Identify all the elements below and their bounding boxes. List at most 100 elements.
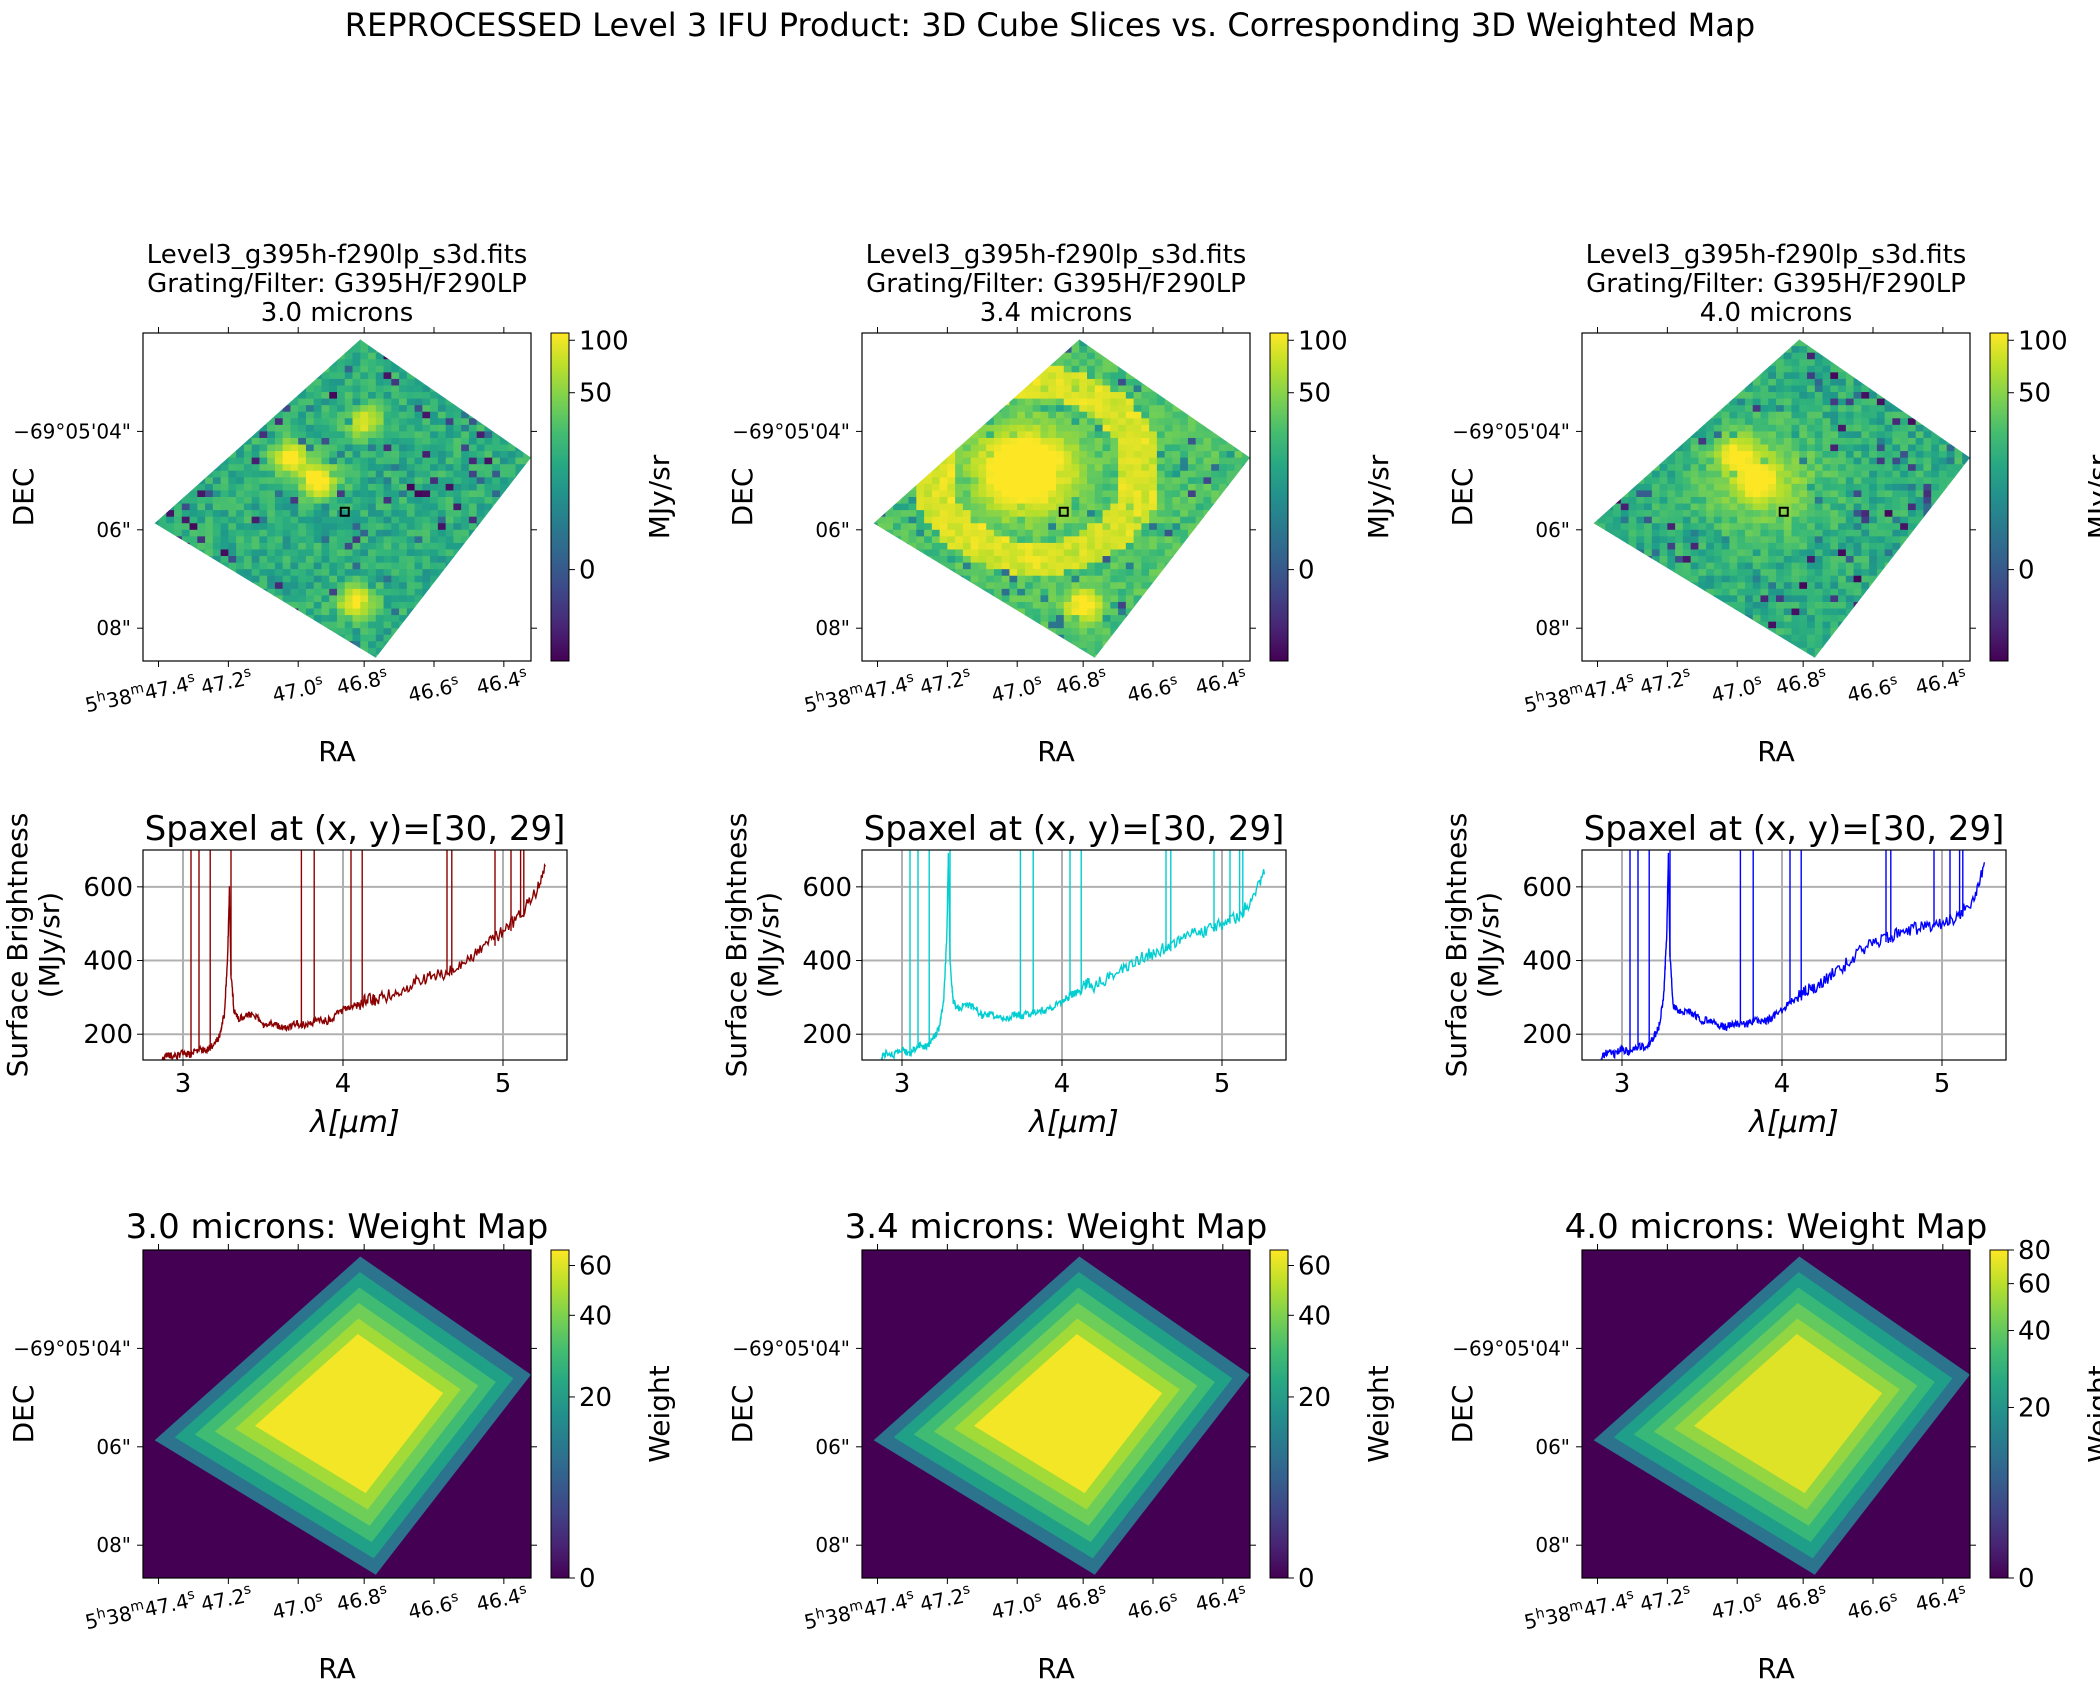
cube-pixel	[399, 529, 408, 537]
cube-pixel	[181, 431, 191, 439]
cube-pixel	[422, 398, 431, 406]
cube-pixel	[515, 346, 524, 354]
cube-pixel	[893, 359, 902, 367]
cube-pixel	[445, 497, 454, 505]
cube-pixel	[143, 458, 151, 465]
cube-pixel	[993, 444, 1003, 452]
cube-pixel	[1063, 529, 1073, 537]
cube-pixel	[1141, 647, 1150, 655]
cube-pixel	[1063, 418, 1073, 426]
cube-pixel	[962, 464, 972, 472]
cube-pixel	[1017, 451, 1026, 459]
cube-pixel	[422, 464, 431, 472]
cube-pixel	[1048, 562, 1057, 570]
cube-pixel	[947, 392, 956, 400]
cube-pixel	[143, 353, 151, 360]
cube-pixel	[1133, 339, 1142, 341]
cube-pixel	[143, 399, 151, 406]
cube-pixel	[1102, 378, 1111, 386]
cube-pixel	[422, 392, 431, 400]
cube-pixel	[492, 549, 501, 557]
cube-pixel	[274, 431, 284, 439]
cube-pixel	[993, 601, 1003, 610]
cube-pixel	[368, 457, 377, 465]
cube-pixel	[445, 582, 454, 590]
cube-pixel	[461, 556, 470, 564]
cube-pixel	[1172, 378, 1181, 386]
cube-pixel	[259, 497, 268, 505]
cube-pixel	[406, 339, 416, 341]
cube-pixel	[523, 647, 531, 655]
cube-pixel	[267, 437, 276, 446]
cube-pixel	[259, 628, 268, 636]
cube-pixel	[862, 353, 870, 360]
cube-pixel	[1164, 608, 1173, 616]
cube-pixel	[189, 628, 198, 636]
cube-pixel	[1218, 529, 1228, 537]
cube-pixel	[399, 418, 408, 426]
cube-pixel	[1242, 536, 1250, 544]
cube-pixel	[1149, 634, 1158, 642]
cube-pixel	[1195, 542, 1204, 550]
cube-pixel	[189, 562, 198, 570]
cube-pixel	[1009, 582, 1018, 590]
cube-pixel	[1079, 378, 1088, 386]
cube-pixel	[1218, 615, 1228, 623]
cube-pixel	[1056, 339, 1065, 347]
cube-pixel	[908, 398, 917, 406]
cube-pixel	[877, 516, 886, 524]
cube-pixel	[900, 339, 910, 341]
cube-pixel	[970, 503, 979, 511]
cube-pixel	[484, 346, 493, 354]
cube-pixel	[873, 588, 879, 596]
cube-pixel	[344, 628, 354, 636]
cube-pixel	[986, 569, 995, 577]
cube-pixel	[352, 556, 361, 564]
cube-pixel	[499, 483, 509, 491]
cube-pixel	[1087, 437, 1096, 446]
cube-pixel	[243, 464, 253, 472]
cube-pixel	[924, 601, 933, 610]
cube-pixel	[862, 504, 870, 511]
cube-pixel	[383, 457, 392, 465]
cube-pixel	[1063, 339, 1073, 341]
cube-pixel	[197, 464, 206, 472]
cube-pixel	[862, 431, 870, 438]
cube-pixel	[321, 549, 330, 557]
cube-pixel	[931, 529, 941, 537]
cube-pixel	[507, 503, 516, 511]
cube-pixel	[499, 451, 509, 459]
cube-pixel	[236, 431, 245, 439]
cube-pixel	[499, 621, 509, 629]
cube-pixel	[507, 595, 516, 603]
cube-pixel	[290, 523, 299, 531]
cube-pixel	[437, 392, 447, 400]
cube-pixel	[228, 431, 237, 439]
cube-pixel	[1149, 497, 1158, 505]
cube-pixel	[877, 497, 886, 505]
cube-pixel	[1218, 549, 1228, 557]
cube-pixel	[391, 647, 400, 655]
cube-pixel	[290, 510, 299, 518]
cube-pixel	[243, 431, 253, 439]
cube-pixel	[212, 385, 222, 393]
cube-pixel	[352, 529, 361, 537]
cube-pixel	[523, 615, 531, 623]
cube-pixel	[305, 385, 315, 393]
cube-pixel	[1094, 628, 1104, 636]
cube-pixel	[290, 385, 299, 393]
cube-pixel	[267, 483, 276, 491]
cube-pixel	[290, 536, 299, 544]
cube-pixel	[1133, 339, 1142, 347]
cube-pixel	[1048, 424, 1057, 432]
cube-pixel	[430, 346, 439, 354]
cube-pixel	[947, 647, 956, 655]
cube-pixel	[251, 339, 260, 341]
cube-pixel	[414, 497, 423, 505]
cube-pixel	[1071, 523, 1080, 531]
cube-pixel	[158, 405, 167, 413]
cube-pixel	[484, 411, 493, 419]
cube-pixel	[1056, 575, 1065, 583]
cube-pixel	[1001, 634, 1010, 642]
cube-pixel	[243, 556, 253, 564]
